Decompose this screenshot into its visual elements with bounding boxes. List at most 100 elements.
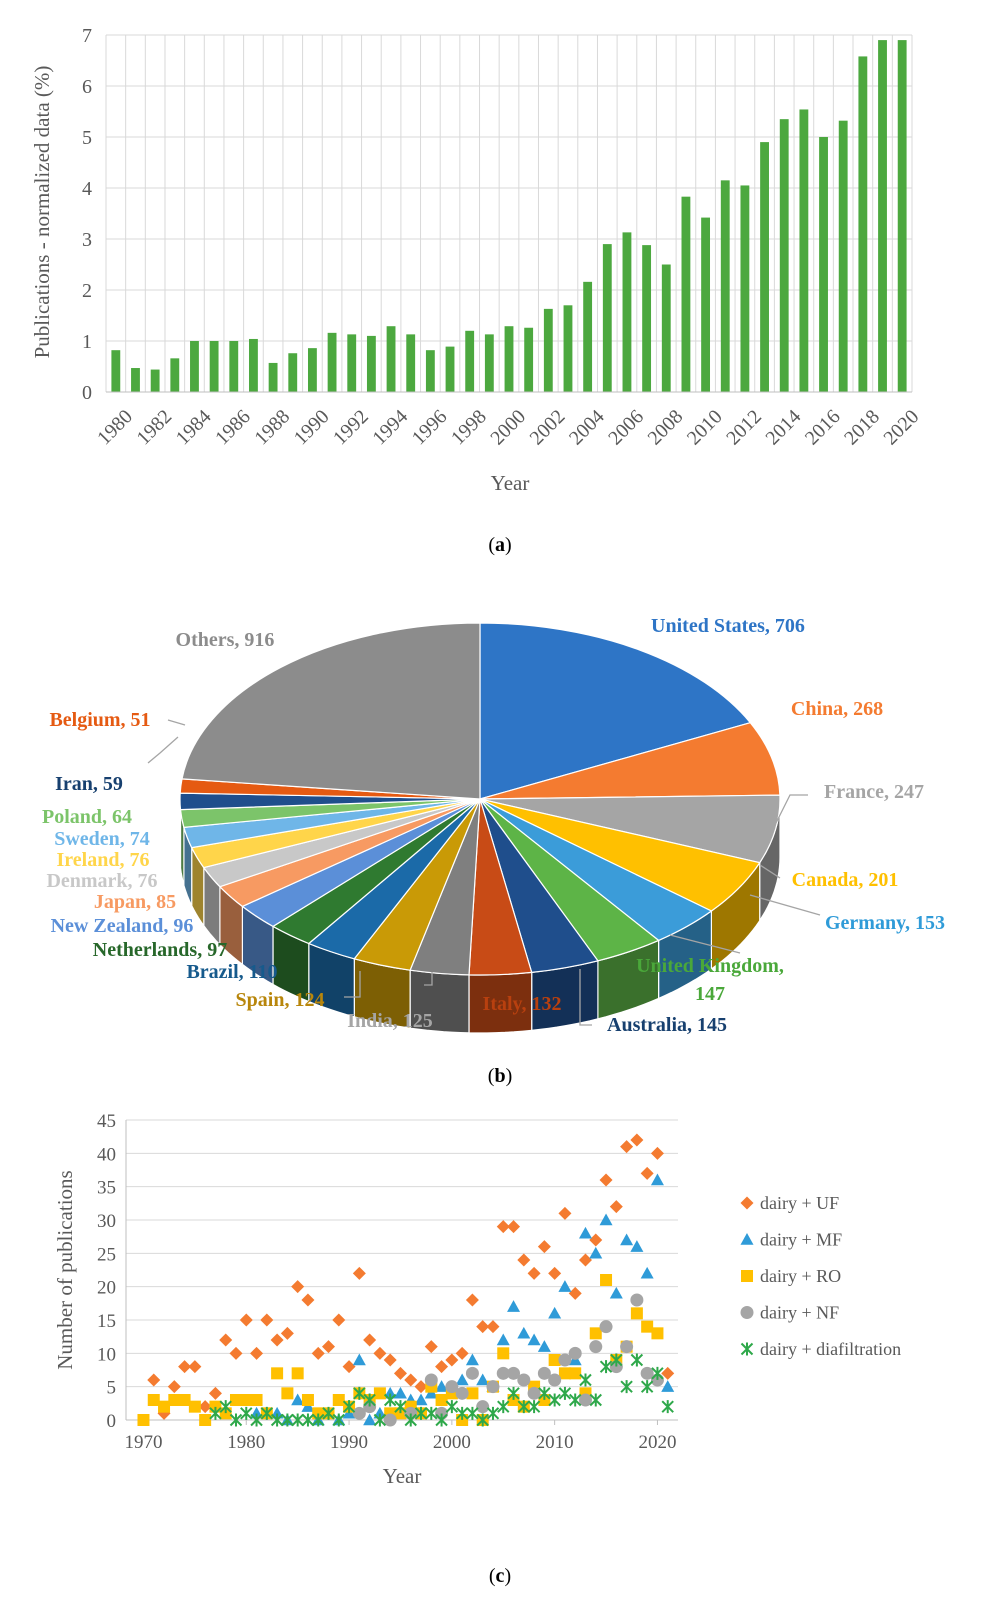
point-dairy-nf [537, 1366, 551, 1380]
pie-label-india: India, 125 [347, 1010, 433, 1032]
y-tick-label: 0 [107, 1411, 117, 1432]
x-tick-label: 2006 [604, 406, 648, 450]
pie-label-china: China, 268 [791, 698, 883, 720]
point-dairy-uf [219, 1333, 233, 1347]
point-dairy-nf [445, 1380, 459, 1394]
y-tick-label: 5 [107, 1378, 117, 1399]
point-dairy-ro [137, 1414, 150, 1426]
point-dairy-ro [250, 1394, 263, 1406]
y-tick-label: 35 [97, 1178, 116, 1199]
pie-label-sweden: Sweden, 74 [54, 828, 150, 850]
scatter-chart-legend: dairy + UF dairy + MF dairy + RO dairy + NF… [740, 1193, 901, 1359]
point-dairy-diafiltration [209, 1406, 222, 1420]
point-dairy-nf [589, 1340, 603, 1354]
point-dairy-diafiltration [589, 1393, 602, 1407]
point-dairy-diafiltration [651, 1366, 664, 1380]
x-tick-label: 1994 [368, 406, 412, 450]
point-dairy-uf [280, 1326, 294, 1340]
pie-label-japan: Japan, 85 [94, 891, 176, 913]
y-tick-label: 4 [82, 178, 92, 200]
point-dairy-uf [178, 1360, 192, 1374]
caption-b: (b) [487, 1065, 513, 1087]
y-tick-label: 15 [97, 1311, 116, 1332]
point-dairy-uf [620, 1140, 634, 1154]
point-dairy-uf [517, 1253, 531, 1267]
point-dairy-ro [641, 1320, 654, 1333]
x-tick-label: 2010 [683, 406, 727, 450]
point-dairy-mf [424, 1386, 438, 1399]
point-dairy-diafiltration [497, 1400, 510, 1414]
point-dairy-diafiltration [291, 1413, 304, 1427]
x-tick-label: 1998 [447, 406, 491, 450]
point-dairy-mf [393, 1386, 407, 1399]
point-dairy-diafiltration [486, 1406, 500, 1420]
pie-label-belgium: Belgium, 51 [49, 709, 150, 731]
point-dairy-diafiltration [404, 1413, 417, 1427]
pie-chart-top [179, 622, 781, 976]
point-dairy-mf [363, 1413, 377, 1426]
bar-1989 [288, 353, 298, 392]
pie-label-united-states: United States, 706 [651, 615, 805, 637]
y-tick-label: 3 [82, 229, 92, 251]
bar-1993 [366, 335, 376, 392]
point-dairy-diafiltration [425, 1406, 438, 1420]
scatter-chart-gridlines [126, 1119, 678, 1388]
pie-label-iran: Iran, 59 [55, 773, 123, 795]
bar-1996 [425, 350, 435, 392]
bar-2017 [838, 120, 848, 393]
pie-chart: United States, 706 China, 268 France, 247 C… [42, 615, 945, 1036]
point-dairy-ro [600, 1274, 613, 1286]
point-dairy-diafiltration [363, 1393, 376, 1407]
point-dairy-uf [352, 1266, 366, 1280]
point-dairy-ro [497, 1347, 510, 1360]
point-dairy-diafiltration [301, 1413, 315, 1427]
legend-label-dairy-ro: dairy + RO [760, 1266, 841, 1286]
point-dairy-mf [301, 1400, 315, 1412]
point-dairy-uf [393, 1366, 407, 1380]
leader-line [344, 971, 361, 998]
bar-1999 [484, 334, 494, 392]
point-dairy-nf [486, 1380, 500, 1394]
point-dairy-diafiltration [661, 1400, 674, 1414]
point-dairy-uf [476, 1320, 490, 1334]
legend-marker-dairy-ro [741, 1270, 753, 1282]
point-dairy-nf [476, 1400, 490, 1414]
pie-label-united-kingdom: United Kingdom, [636, 955, 784, 977]
point-dairy-ro [168, 1394, 181, 1406]
point-dairy-nf [640, 1366, 654, 1380]
point-dairy-mf [507, 1300, 521, 1312]
point-dairy-diafiltration [240, 1406, 253, 1420]
point-dairy-mf [291, 1393, 305, 1406]
y-tick-label: 25 [97, 1244, 116, 1265]
bar-2000 [504, 326, 514, 392]
point-dairy-diafiltration [599, 1360, 613, 1374]
point-dairy-uf [404, 1373, 418, 1387]
y-tick-label: 6 [82, 76, 92, 98]
point-dairy-diafiltration [414, 1406, 428, 1420]
pie-slice-china [479, 722, 781, 800]
point-dairy-ro [630, 1307, 643, 1320]
point-dairy-ro [147, 1394, 160, 1406]
bar-2001 [524, 327, 534, 392]
point-dairy-diafiltration [332, 1413, 345, 1427]
x-tick-label: 1980 [227, 1432, 265, 1453]
leader-line [424, 972, 433, 986]
point-dairy-ro [301, 1394, 314, 1406]
point-dairy-diafiltration [527, 1400, 541, 1414]
point-dairy-nf [558, 1353, 572, 1367]
point-dairy-nf [568, 1346, 582, 1360]
point-dairy-mf [476, 1373, 490, 1386]
point-dairy-uf [548, 1266, 562, 1280]
point-dairy-ro [199, 1414, 212, 1426]
point-dairy-diafiltration [466, 1406, 479, 1420]
scatter-chart-points [137, 1133, 675, 1427]
bar-chart-y-label: Publications - normalized data (%) [30, 66, 54, 359]
pie-chart-leader-lines [147, 719, 821, 1026]
point-dairy-uf [250, 1346, 264, 1360]
bar-2006 [622, 232, 632, 392]
point-dairy-diafiltration [476, 1413, 489, 1427]
point-dairy-nf [620, 1340, 634, 1354]
x-tick-label: 1988 [250, 406, 294, 450]
point-dairy-diafiltration [435, 1413, 448, 1427]
bar-1981 [131, 368, 140, 392]
